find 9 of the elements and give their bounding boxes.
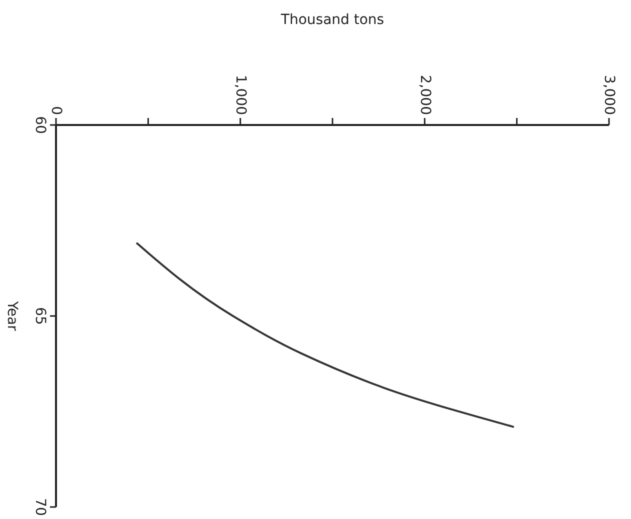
x-tick-label: 3,000: [601, 74, 618, 115]
x-tick-label: 2,000: [416, 74, 433, 115]
y-tick-label: 60: [32, 116, 48, 134]
x-tick-label: 0: [48, 106, 64, 115]
y-axis-title: Year: [4, 300, 20, 332]
x-tick-label: 1,000: [232, 74, 249, 115]
y-tick-label: 70: [32, 498, 48, 516]
x-axis-title: Thousand tons: [280, 12, 384, 28]
y-tick-label: 65: [32, 307, 48, 325]
